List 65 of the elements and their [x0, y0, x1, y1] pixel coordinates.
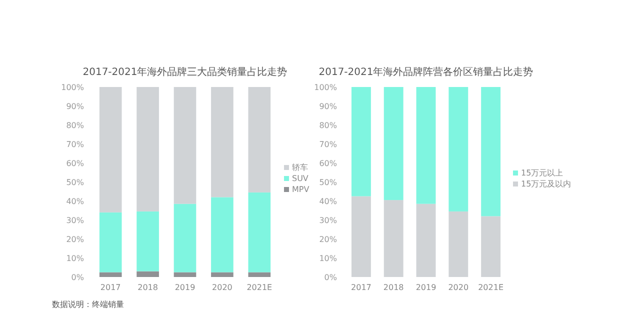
y-tick-label: 0% — [324, 273, 338, 282]
bar — [248, 87, 271, 192]
y-tick-label: 70% — [319, 140, 338, 149]
bar — [174, 272, 196, 277]
y-tick-label: 90% — [319, 102, 338, 111]
y-tick-label: 0% — [71, 273, 84, 282]
y-tick-label: 30% — [66, 216, 84, 225]
legend-label: 15万元及以内 — [521, 180, 572, 188]
x-tick-label: 2021E — [478, 283, 504, 292]
y-tick-label: 10% — [319, 254, 338, 263]
y-tick-label: 20% — [66, 235, 84, 244]
legend-label: SUV — [292, 174, 309, 183]
y-tick-label: 20% — [319, 235, 338, 244]
bar — [211, 87, 234, 198]
bar — [481, 87, 501, 216]
x-tick-label: 2018 — [138, 283, 158, 292]
x-tick-label: 2018 — [383, 283, 404, 292]
bar — [448, 211, 468, 277]
bar — [99, 87, 122, 212]
legend-label: 15万元以上 — [521, 168, 564, 178]
x-tick-label: 2021E — [246, 283, 272, 292]
chart-title: 2017-2021年海外品牌三大品类销量占比走势 — [82, 66, 288, 78]
y-tick-label: 50% — [319, 178, 338, 187]
legend-label: 轿车 — [292, 163, 308, 172]
bar — [174, 204, 196, 272]
y-tick-label: 80% — [66, 121, 84, 130]
y-tick-label: 90% — [66, 102, 84, 111]
x-tick-label: 2017 — [100, 283, 121, 292]
x-tick-label: 2020 — [448, 283, 469, 292]
chart-title: 2017-2021年海外品牌阵营各价区销量占比走势 — [318, 66, 534, 78]
x-tick-label: 2020 — [212, 283, 232, 292]
y-tick-label: 50% — [66, 178, 84, 187]
x-tick-label: 2019 — [174, 283, 196, 292]
bar — [448, 87, 468, 212]
bar — [351, 196, 371, 277]
bar — [416, 87, 436, 204]
y-tick-label: 30% — [319, 216, 338, 225]
bar — [211, 272, 234, 277]
legend-label: MPV — [292, 185, 310, 194]
y-tick-label: 100% — [61, 83, 84, 92]
bar — [384, 200, 404, 277]
bar — [211, 197, 234, 272]
bar — [136, 87, 159, 212]
x-tick-label: 2017 — [351, 283, 372, 292]
bar — [351, 87, 371, 196]
bar — [99, 212, 122, 272]
y-tick-label: 100% — [314, 83, 338, 92]
y-tick-label: 10% — [66, 254, 84, 263]
bar — [248, 272, 271, 277]
y-tick-label: 70% — [66, 140, 84, 149]
x-tick-label: 2019 — [416, 283, 436, 292]
bar — [136, 271, 159, 277]
bar — [248, 192, 271, 272]
text: 数据说明：终端销量 — [52, 300, 124, 309]
bar — [416, 204, 436, 277]
bar — [481, 216, 501, 277]
y-tick-label: 40% — [319, 197, 338, 206]
bar — [136, 211, 159, 272]
y-tick-label: 60% — [319, 159, 338, 168]
y-tick-label: 60% — [66, 159, 84, 168]
y-tick-label: 80% — [319, 121, 338, 130]
y-tick-label: 40% — [66, 197, 84, 206]
bar — [99, 272, 122, 277]
bar — [174, 87, 196, 204]
bar — [384, 87, 404, 200]
